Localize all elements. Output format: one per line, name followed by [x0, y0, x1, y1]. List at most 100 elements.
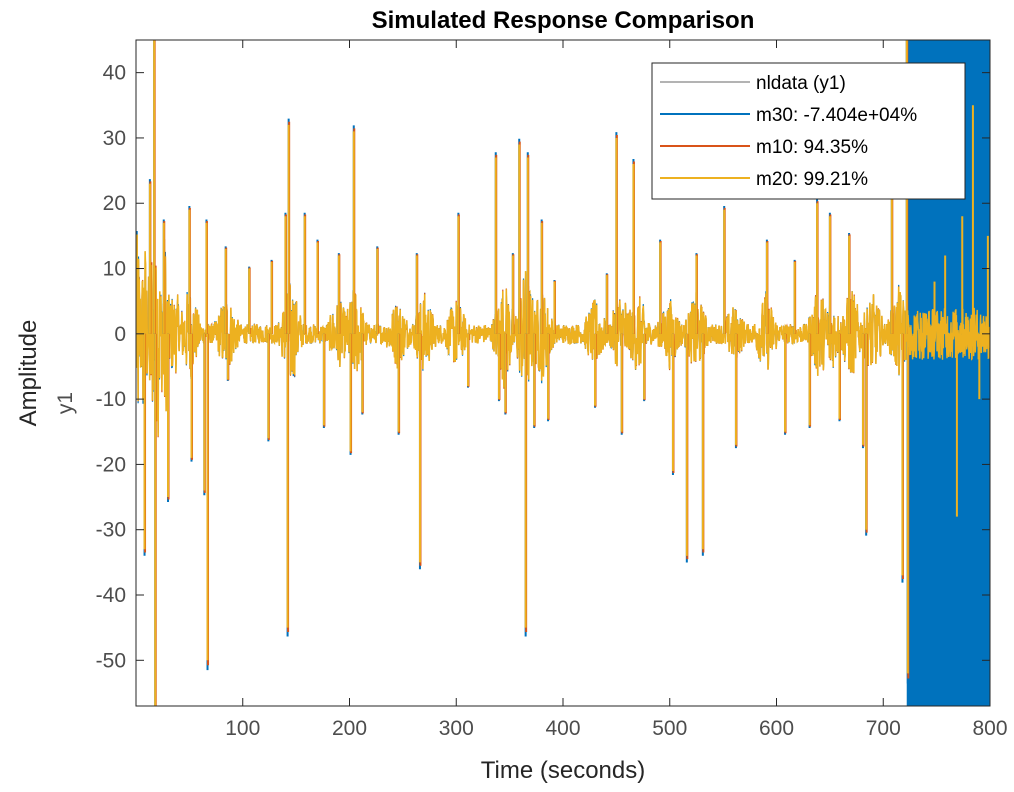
legend-label: m10: 94.35%: [756, 137, 868, 158]
spike-point: [659, 239, 662, 334]
spike-point: [466, 333, 470, 388]
spike-point: [143, 333, 147, 556]
spike-point: [361, 333, 364, 415]
spike-point: [784, 333, 787, 435]
spike-point: [206, 333, 210, 671]
spike-point: [153, 40, 156, 334]
spike-point: [765, 239, 769, 334]
spike-point: [497, 333, 501, 402]
y-channel-label: y1: [54, 392, 77, 414]
spike-point: [167, 333, 170, 502]
spike-point: [286, 333, 290, 637]
spike-point: [828, 212, 832, 334]
x-tick-label: 700: [866, 717, 901, 740]
spike-point: [540, 219, 544, 334]
x-tick-label: 500: [652, 717, 687, 740]
y-tick-label: -40: [96, 584, 126, 607]
legend-entry[interactable]: m30: -7.404e+04%: [660, 105, 917, 126]
spike-point: [671, 333, 675, 476]
x-tick-label: 100: [225, 717, 260, 740]
x-tick-label: 200: [332, 717, 367, 740]
spike-point: [337, 253, 341, 334]
legend-entry[interactable]: m10: 94.35%: [660, 137, 868, 158]
spike-point: [605, 273, 609, 334]
legend[interactable]: nldata (y1) m30: -7.404e+04% m10: 94.35% m2…: [651, 62, 966, 200]
spike-point: [303, 212, 307, 334]
spike-point: [901, 333, 904, 583]
spike-point: [533, 333, 536, 428]
y-tick-label: 30: [103, 127, 126, 150]
legend-box: [651, 62, 966, 200]
spike-point: [620, 333, 624, 435]
legend-label: m20: 99.21%: [756, 169, 868, 190]
y-tick-label: 10: [103, 258, 126, 281]
spike-point: [632, 158, 635, 334]
spike-point: [226, 333, 230, 381]
spike-point: [415, 253, 419, 334]
y-tick-label: -20: [96, 453, 126, 476]
spike-point: [643, 333, 646, 402]
spike-point: [547, 333, 550, 422]
spike-point: [148, 179, 152, 334]
y-tick-label: 40: [103, 62, 126, 85]
series-m20-line: [136, 234, 908, 437]
spike-point: [816, 199, 819, 334]
legend-entry[interactable]: nldata (y1): [660, 73, 846, 94]
legend-label: m30: -7.404e+04%: [756, 105, 917, 126]
spike-point: [162, 219, 166, 334]
spike-point: [270, 259, 274, 334]
y-tick-label: 0: [114, 323, 126, 346]
spike-point: [861, 333, 865, 449]
spike-point: [793, 259, 797, 334]
spike-point: [723, 206, 726, 334]
spike-point: [203, 333, 206, 496]
x-tick-label: 400: [545, 717, 580, 740]
spike-point: [224, 246, 228, 334]
spike-point: [352, 125, 356, 334]
spike-point: [248, 266, 251, 334]
spike-point: [316, 239, 319, 334]
spike-point: [594, 333, 597, 408]
spike-point: [190, 333, 194, 462]
spike-point: [284, 212, 287, 334]
spike-point: [518, 138, 521, 334]
spike-point: [685, 333, 689, 563]
legend-entry[interactable]: m20: 99.21%: [660, 169, 868, 190]
legend-label: nldata (y1): [756, 73, 846, 94]
spike-point: [511, 253, 515, 334]
spike-point: [848, 232, 851, 334]
spike-point: [553, 280, 556, 334]
y-tick-label: -50: [96, 649, 126, 672]
spike-point: [267, 333, 270, 442]
spike-point: [287, 118, 291, 334]
y-tick-label: -10: [96, 388, 126, 411]
spike-point: [906, 333, 910, 684]
y-tick-label: -30: [96, 519, 126, 542]
spike-point: [349, 333, 353, 455]
spike-point: [154, 333, 157, 706]
spike-point: [457, 212, 460, 334]
spike-point: [418, 333, 422, 570]
spike-point: [808, 333, 812, 428]
spike-point: [865, 333, 868, 536]
spike-point: [504, 333, 507, 415]
x-tick-label: 600: [759, 717, 794, 740]
x-tick-label: 300: [439, 717, 474, 740]
y-tick-label: 20: [103, 192, 126, 215]
x-tick-label: 800: [972, 717, 1007, 740]
y-axis-label: Amplitude: [15, 320, 42, 427]
spike-point: [205, 219, 208, 334]
spike-point: [701, 333, 705, 556]
spike-point: [695, 253, 698, 334]
chart-title: Simulated Response Comparison: [372, 7, 755, 34]
spike-point: [526, 152, 530, 334]
spike-point: [322, 333, 326, 428]
spike-point: [734, 333, 738, 449]
axes-layer: 100 200 300 400 500 600 700 800403020100-10-20-…: [96, 39, 1008, 740]
x-axis-label: Time (seconds): [481, 757, 645, 784]
spike-point: [524, 333, 528, 637]
spike-point: [376, 246, 379, 334]
spike-point: [838, 333, 841, 422]
